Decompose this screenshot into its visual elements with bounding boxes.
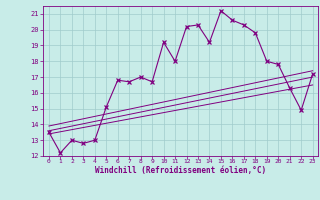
X-axis label: Windchill (Refroidissement éolien,°C): Windchill (Refroidissement éolien,°C): [95, 166, 266, 175]
